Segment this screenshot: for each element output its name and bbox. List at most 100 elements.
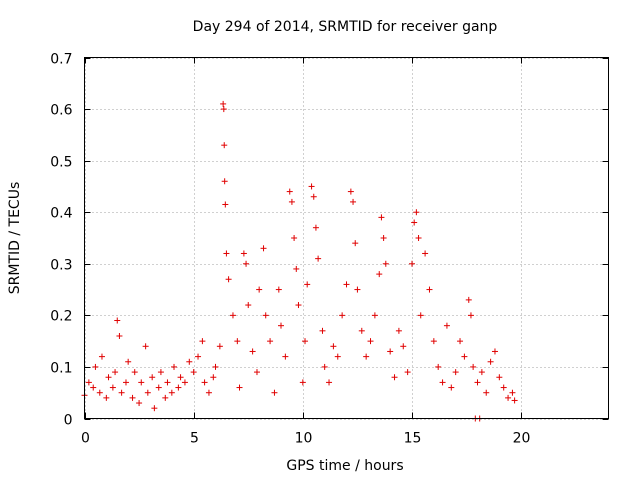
- data-point: [288, 198, 295, 205]
- data-point: [138, 379, 145, 386]
- data-point: [136, 400, 143, 407]
- data-point: [347, 188, 354, 195]
- x-tick-label: 10: [295, 431, 313, 447]
- data-point: [457, 338, 464, 345]
- x-tick-label: 5: [190, 431, 199, 447]
- data-point: [262, 312, 269, 319]
- data-point: [483, 389, 490, 396]
- data-point: [162, 394, 169, 401]
- data-point: [220, 106, 227, 113]
- data-point: [511, 397, 518, 404]
- data-point: [509, 389, 516, 396]
- data-point: [223, 250, 230, 257]
- data-point: [411, 219, 418, 226]
- data-point: [478, 369, 485, 376]
- data-point: [371, 312, 378, 319]
- data-point: [487, 358, 494, 365]
- data-point: [240, 250, 247, 257]
- axis-ticks: [84, 57, 609, 420]
- data-point: [267, 338, 274, 345]
- data-point: [98, 353, 105, 360]
- data-point: [116, 332, 123, 339]
- data-point: [343, 281, 350, 288]
- x-tick-label: 20: [513, 431, 531, 447]
- data-point: [400, 343, 407, 350]
- data-point: [334, 353, 341, 360]
- data-point: [171, 363, 178, 370]
- data-point: [308, 183, 315, 190]
- data-point: [201, 379, 208, 386]
- data-point: [354, 286, 361, 293]
- data-point: [413, 209, 420, 216]
- data-point: [114, 317, 121, 324]
- data-point: [382, 260, 389, 267]
- data-point: [367, 338, 374, 345]
- data-point: [304, 281, 311, 288]
- data-point: [310, 193, 317, 200]
- data-point: [190, 369, 197, 376]
- x-axis-label: GPS time / hours: [286, 458, 403, 474]
- data-point: [225, 276, 232, 283]
- data-point: [221, 178, 228, 185]
- data-point: [465, 296, 472, 303]
- data-point: [260, 245, 267, 252]
- data-point: [467, 312, 474, 319]
- data-point: [422, 250, 429, 257]
- grid-lines: [84, 57, 609, 420]
- data-point: [461, 353, 468, 360]
- data-point: [439, 379, 446, 386]
- y-tick-labels: 0 0.1 0.2 0.3 0.4 0.5 0.6 0.7: [50, 52, 72, 429]
- data-point: [144, 389, 151, 396]
- data-point: [199, 338, 206, 345]
- data-point: [96, 389, 103, 396]
- data-point: [409, 260, 415, 267]
- data-point: [321, 363, 328, 370]
- data-point: [149, 374, 156, 381]
- data-point: [404, 369, 411, 376]
- chart-title: Day 294 of 2014, SRMTID for receiver gan…: [193, 19, 498, 35]
- data-point: [275, 286, 282, 293]
- data-point: [395, 327, 402, 334]
- data-point: [105, 374, 112, 381]
- data-point: [330, 343, 337, 350]
- data-point: [417, 312, 424, 319]
- y-tick-label: 0.6: [50, 103, 72, 119]
- y-tick-label: 0.7: [50, 52, 72, 68]
- plot-frame: [84, 57, 609, 419]
- data-point: [500, 384, 507, 391]
- y-tick-label: 0: [64, 413, 73, 429]
- data-point: [448, 384, 455, 391]
- data-point: [92, 363, 99, 370]
- data-point: [505, 394, 512, 401]
- data-point: [470, 363, 477, 370]
- data-point: [129, 394, 136, 401]
- y-tick-label: 0.5: [50, 155, 72, 171]
- data-point: [319, 327, 326, 334]
- y-axis-label: SRMTID / TECUs: [7, 182, 23, 295]
- y-tick-label: 0.1: [50, 361, 72, 377]
- data-point: [122, 379, 129, 386]
- x-tick-label: 15: [404, 431, 422, 447]
- data-point: [426, 286, 433, 293]
- data-point: [286, 188, 293, 195]
- data-point: [243, 260, 250, 267]
- data-point: [181, 379, 188, 386]
- data-point: [155, 384, 162, 391]
- data-point: [157, 369, 164, 376]
- data-point: [229, 312, 236, 319]
- y-tick-label: 0.3: [50, 258, 72, 274]
- x-tick-labels: 0 5 10 15 20: [81, 431, 530, 447]
- data-point: [118, 389, 125, 396]
- data-points: [81, 100, 518, 422]
- data-point: [358, 327, 365, 334]
- data-point: [352, 240, 359, 247]
- data-point: [103, 394, 110, 401]
- data-point: [151, 405, 158, 412]
- data-point: [131, 369, 138, 376]
- data-point: [326, 379, 333, 386]
- data-point: [210, 374, 217, 381]
- data-point: [363, 353, 370, 360]
- data-point: [164, 379, 171, 386]
- data-point: [186, 358, 193, 365]
